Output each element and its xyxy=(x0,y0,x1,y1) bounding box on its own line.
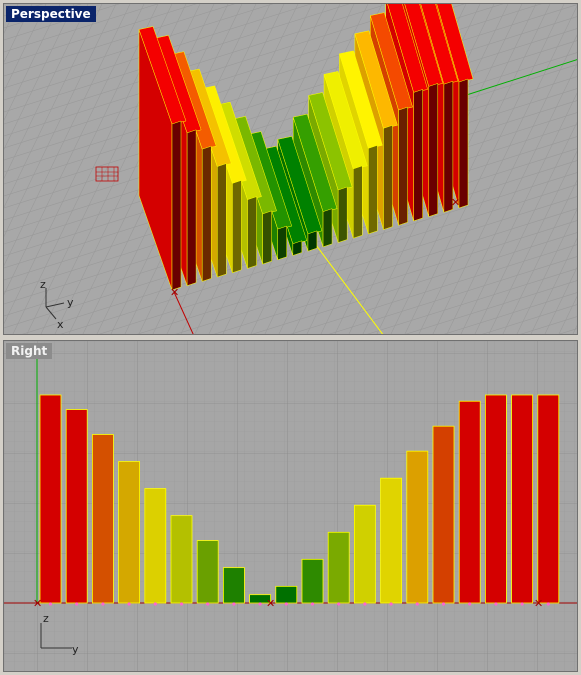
perspective-bars xyxy=(138,4,474,291)
bar-front xyxy=(337,186,348,243)
control-point-marker xyxy=(179,602,184,606)
mesh-patch-lines xyxy=(96,167,118,181)
control-point-marker xyxy=(389,602,393,606)
perspective-viewport-title[interactable]: Perspective xyxy=(6,6,96,22)
point-marker: ✕ xyxy=(451,196,460,209)
right-viewport-title[interactable]: Right xyxy=(6,343,53,359)
bar[interactable] xyxy=(537,394,560,604)
right-markers: ✕ ✕ ✕ xyxy=(33,597,550,610)
bar-front xyxy=(201,145,212,282)
control-point-marker xyxy=(284,602,288,606)
control-point-marker xyxy=(75,602,79,606)
right-chart[interactable]: ✕ ✕ ✕ z y xyxy=(4,341,578,672)
bar[interactable] xyxy=(458,400,481,604)
point-marker: ✕ xyxy=(33,597,42,610)
control-point-marker xyxy=(494,602,498,606)
right-viewport[interactable]: Right ✕ ✕ ✕ z y xyxy=(3,340,578,672)
control-point-marker xyxy=(258,602,262,606)
perspective-viewport[interactable]: Perspective ✕ ✕ z y x xyxy=(3,3,578,335)
bar-front xyxy=(413,89,423,222)
axis-gizmo: z y x xyxy=(40,278,74,331)
point-marker: ✕ xyxy=(170,286,179,299)
bar[interactable] xyxy=(301,558,324,604)
bar-front xyxy=(247,196,257,269)
axis-gizmo: z y xyxy=(40,612,79,656)
x-axis-line xyxy=(173,291,194,334)
control-point-marker xyxy=(337,602,341,606)
perspective-scene[interactable]: ✕ ✕ z y x xyxy=(4,4,578,335)
point-marker: ✕ xyxy=(534,597,543,610)
bar-top xyxy=(369,12,413,111)
bar-top xyxy=(277,136,323,235)
bar-front xyxy=(443,80,454,213)
bar[interactable] xyxy=(118,461,140,604)
control-point-marker xyxy=(520,602,524,606)
bar-front xyxy=(171,120,182,291)
bar[interactable] xyxy=(327,531,350,604)
bar[interactable] xyxy=(65,409,88,604)
mesh-patch xyxy=(95,166,119,182)
bar[interactable] xyxy=(484,394,507,604)
bar[interactable] xyxy=(92,434,114,604)
bar-front xyxy=(262,210,272,265)
bar-top xyxy=(436,4,474,83)
gizmo-label-y: y xyxy=(72,643,79,656)
bar[interactable] xyxy=(432,425,455,604)
bar-top xyxy=(292,113,338,212)
bar-front xyxy=(307,230,318,252)
y-axis-line xyxy=(453,59,577,100)
bar-front xyxy=(186,129,197,287)
bar[interactable] xyxy=(406,450,429,604)
bar[interactable] xyxy=(170,515,193,604)
bar-front xyxy=(232,180,242,274)
bar-front xyxy=(428,83,439,217)
bar-top xyxy=(404,4,444,87)
control-point-marker xyxy=(206,602,210,606)
bar-top xyxy=(387,4,429,93)
bar-top xyxy=(420,4,459,85)
control-point-marker xyxy=(441,602,446,606)
bar-front xyxy=(458,78,469,209)
bar[interactable] xyxy=(39,394,62,604)
bar-top xyxy=(308,92,353,191)
bar-front xyxy=(322,208,333,248)
bar-front xyxy=(368,144,378,235)
control-point-marker xyxy=(101,602,105,606)
bar-front xyxy=(383,124,393,230)
gizmo-label-y: y xyxy=(67,296,74,309)
bar[interactable] xyxy=(144,488,167,604)
control-point-marker xyxy=(153,602,157,606)
bar-top xyxy=(339,50,383,149)
gizmo-label-z: z xyxy=(43,612,49,625)
bar-front xyxy=(398,106,408,226)
control-point-marker xyxy=(363,602,367,606)
gizmo-label-z: z xyxy=(40,278,46,291)
bar[interactable] xyxy=(196,540,219,604)
bar-top xyxy=(354,30,398,129)
perspective-grid xyxy=(4,4,577,334)
control-point-marker xyxy=(48,602,53,606)
bar-top xyxy=(323,71,368,170)
control-point-marker xyxy=(232,602,236,606)
control-point-marker xyxy=(468,602,472,606)
control-point-marker xyxy=(310,602,315,606)
bar-front xyxy=(292,240,303,256)
bar-front xyxy=(353,165,363,239)
bar[interactable] xyxy=(380,477,403,604)
right-bars xyxy=(39,394,560,604)
bar-front xyxy=(217,163,227,278)
bar-front xyxy=(277,225,287,261)
bar[interactable] xyxy=(353,504,376,604)
bar[interactable] xyxy=(222,567,245,604)
control-point-marker xyxy=(127,602,131,606)
gizmo-label-x: x xyxy=(57,318,64,331)
bar[interactable] xyxy=(511,394,534,604)
control-point-marker xyxy=(415,602,419,606)
bar[interactable] xyxy=(275,585,298,604)
control-point-marker xyxy=(546,602,550,606)
bar-top xyxy=(138,26,187,125)
point-marker: ✕ xyxy=(266,597,275,610)
